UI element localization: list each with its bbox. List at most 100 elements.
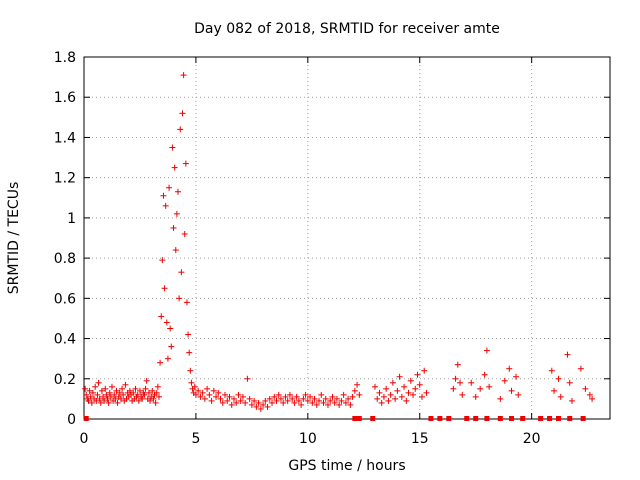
data-point <box>114 399 121 406</box>
data-point <box>169 144 176 151</box>
data-point <box>286 391 293 398</box>
data-point <box>179 110 186 117</box>
data-point <box>410 391 417 398</box>
data-point <box>380 393 387 400</box>
data-point <box>421 367 428 374</box>
data-point <box>255 399 262 406</box>
data-point <box>275 391 282 398</box>
x-tick-label: 15 <box>411 431 429 447</box>
data-point <box>111 391 118 398</box>
data-point <box>459 391 466 398</box>
data-point <box>486 383 493 390</box>
data-point <box>282 393 289 400</box>
data-point <box>186 349 193 356</box>
data-point <box>338 397 345 404</box>
zero-point <box>556 416 562 421</box>
data-point <box>171 164 178 171</box>
data-point <box>112 395 119 402</box>
data-point <box>586 391 593 398</box>
data-point <box>185 331 192 338</box>
plot-frame <box>83 56 611 420</box>
data-point <box>150 395 157 402</box>
data-point <box>320 399 327 406</box>
data-point <box>235 391 242 398</box>
data-point <box>92 383 99 390</box>
data-point <box>324 401 331 408</box>
data-point <box>477 385 484 392</box>
data-point <box>86 387 93 394</box>
data-point <box>508 387 515 394</box>
data-point <box>152 399 159 406</box>
data-point <box>122 381 129 388</box>
data-point <box>244 375 251 382</box>
data-point <box>266 395 273 402</box>
data-point <box>336 401 343 408</box>
data-point <box>239 393 246 400</box>
data-point <box>163 319 170 326</box>
x-tick-label: 10 <box>299 431 317 447</box>
data-point <box>512 373 519 380</box>
data-point <box>555 375 562 382</box>
data-point <box>280 399 287 406</box>
data-point <box>374 395 381 402</box>
zero-point <box>484 416 490 421</box>
data-point <box>117 395 124 402</box>
y-tick-label: 1.6 <box>54 90 76 106</box>
data-point <box>403 397 410 404</box>
data-point <box>331 399 338 406</box>
data-point <box>106 389 113 396</box>
zero-point <box>580 416 586 421</box>
data-point <box>181 230 188 237</box>
data-point <box>284 397 291 404</box>
data-point <box>269 399 276 406</box>
zero-point <box>428 416 434 421</box>
x-tick-label: 20 <box>523 431 541 447</box>
grid-lines <box>84 57 610 419</box>
data-point <box>418 393 425 400</box>
data-point <box>454 361 461 368</box>
data-point <box>139 395 146 402</box>
data-point <box>161 285 168 292</box>
data-point <box>132 385 139 392</box>
data-point <box>87 393 94 400</box>
data-point <box>322 395 329 402</box>
data-point <box>389 379 396 386</box>
data-point <box>318 391 325 398</box>
y-tick-label: 0.6 <box>54 291 76 307</box>
data-point <box>351 387 358 394</box>
data-point <box>213 393 220 400</box>
data-point <box>566 379 573 386</box>
data-point <box>497 395 504 402</box>
zero-point <box>446 416 452 421</box>
data-point <box>416 381 423 388</box>
data-point <box>392 395 399 402</box>
data-point <box>347 401 354 408</box>
data-point <box>147 397 154 404</box>
data-point <box>506 365 513 372</box>
data-point <box>85 397 92 404</box>
data-point <box>405 389 412 396</box>
data-point <box>230 395 237 402</box>
data-point <box>145 389 152 396</box>
x-axis-label: GPS time / hours <box>288 458 405 474</box>
data-point <box>333 395 340 402</box>
data-point <box>327 397 334 404</box>
data-point <box>557 393 564 400</box>
data-point <box>210 387 217 394</box>
data-point <box>311 395 318 402</box>
data-point <box>253 403 260 410</box>
data-point <box>414 371 421 378</box>
y-tick-label: 1.8 <box>54 50 76 66</box>
data-point <box>589 395 596 402</box>
data-point <box>316 397 323 404</box>
y-tick-label: 1.2 <box>54 171 76 187</box>
zero-point <box>83 416 89 421</box>
data-point <box>206 391 213 398</box>
data-point <box>217 395 224 402</box>
data-point <box>378 399 385 406</box>
data-point <box>102 385 109 392</box>
data-point <box>149 387 156 394</box>
data-point <box>173 210 180 217</box>
data-point <box>97 399 104 406</box>
